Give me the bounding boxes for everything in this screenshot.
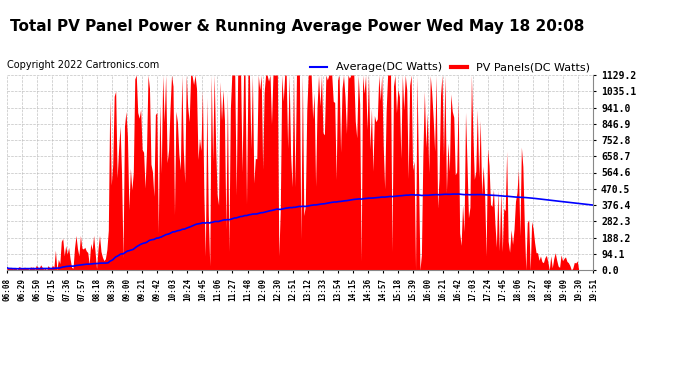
Legend: Average(DC Watts), PV Panels(DC Watts): Average(DC Watts), PV Panels(DC Watts): [306, 58, 595, 77]
Text: Total PV Panel Power & Running Average Power Wed May 18 20:08: Total PV Panel Power & Running Average P…: [10, 19, 584, 34]
Text: Copyright 2022 Cartronics.com: Copyright 2022 Cartronics.com: [7, 60, 159, 70]
